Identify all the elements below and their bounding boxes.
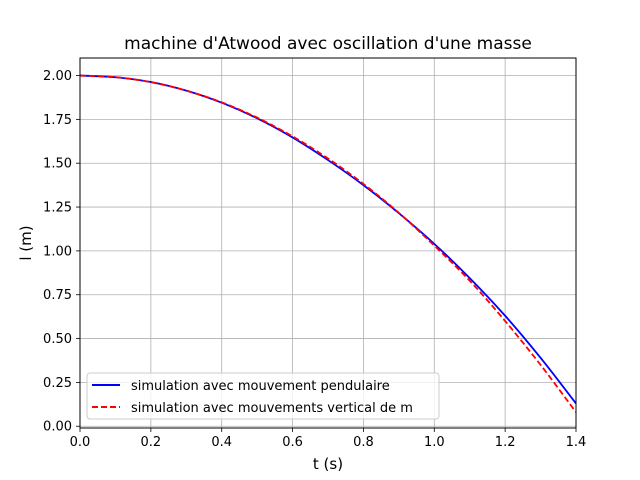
x-tick-label: 1.0 bbox=[424, 435, 445, 450]
chart-title: machine d'Atwood avec oscillation d'une … bbox=[124, 34, 532, 54]
y-tick-label: 0.00 bbox=[43, 420, 72, 435]
x-axis-label: t (s) bbox=[313, 455, 343, 473]
x-tick-label: 0.2 bbox=[141, 435, 162, 450]
y-tick-label: 1.25 bbox=[43, 201, 72, 216]
x-tick-label: 0.0 bbox=[70, 435, 91, 450]
x-tick-label: 1.4 bbox=[566, 435, 587, 450]
x-tick-label: 0.8 bbox=[353, 435, 374, 450]
series-lines bbox=[79, 74, 577, 413]
y-axis-label: l (m) bbox=[17, 225, 35, 260]
y-tick-label: 1.75 bbox=[43, 113, 72, 128]
legend-box bbox=[86, 372, 440, 420]
legend-label-vertical: simulation avec mouvements vertical de m bbox=[131, 401, 413, 416]
plot-frame bbox=[79, 57, 577, 429]
x-tick-label: 1.2 bbox=[495, 435, 516, 450]
y-tick-label: 0.50 bbox=[43, 332, 72, 347]
legend-label-pendulaire: simulation avec mouvement pendulaire bbox=[131, 379, 390, 394]
y-tick-label: 0.25 bbox=[43, 376, 72, 391]
axis-ticks: 0.0 0.2 0.4 0.6 0.8 1.0 1.2 1.4 0.00 0.25 0.50 0.75… bbox=[43, 69, 586, 450]
y-tick-label: 2.00 bbox=[43, 69, 72, 84]
y-tick-label: 1.50 bbox=[43, 157, 72, 172]
x-tick-label: 0.4 bbox=[211, 435, 232, 450]
y-tick-label: 0.75 bbox=[43, 288, 72, 303]
series-line-vertical bbox=[79, 74, 577, 413]
y-tick-label: 1.00 bbox=[43, 244, 72, 259]
legend: simulation avec mouvement pendulaire sim… bbox=[86, 372, 440, 420]
x-tick-label: 0.6 bbox=[282, 435, 303, 450]
